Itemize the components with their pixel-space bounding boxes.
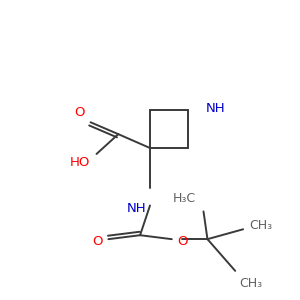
Text: O: O (74, 106, 85, 119)
Text: O: O (178, 235, 188, 248)
Text: H₃C: H₃C (172, 193, 196, 206)
Text: HO: HO (70, 156, 91, 169)
Text: CH₃: CH₃ (249, 219, 272, 232)
Text: O: O (92, 235, 102, 248)
Text: NH: NH (206, 102, 225, 115)
Text: NH: NH (126, 202, 146, 214)
Text: CH₃: CH₃ (239, 277, 262, 290)
